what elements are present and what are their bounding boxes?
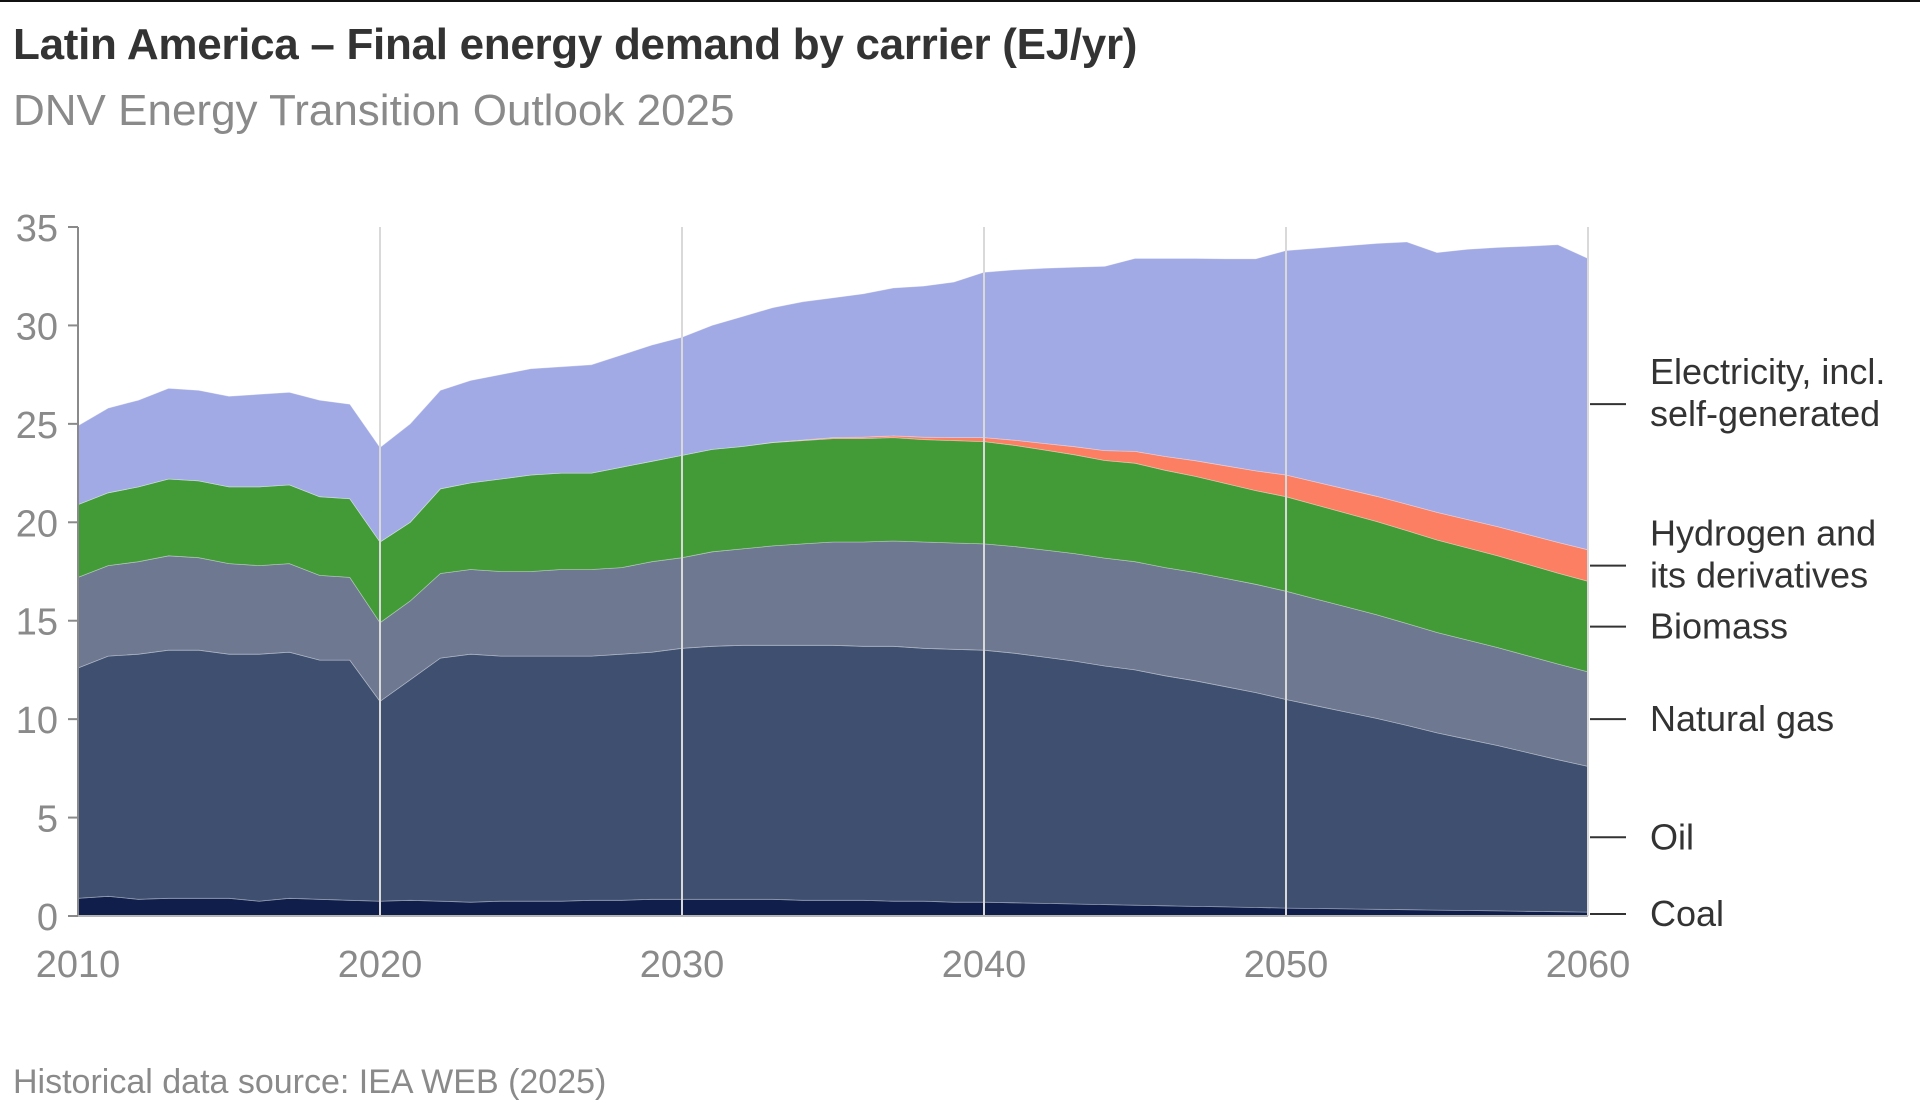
- legend-label: Biomass: [1650, 606, 1788, 647]
- legend-label: Coal: [1650, 893, 1724, 934]
- x-axis-ticks: 2010 2020 2030 2040 2050 2060: [36, 944, 1631, 986]
- legend-label: its derivatives: [1650, 555, 1868, 596]
- legend-label: self-generated: [1650, 393, 1880, 434]
- legend-item-electricity-incl-self-generated: Electricity, incl.self-generated: [1590, 351, 1885, 434]
- y-tick-label: 25: [16, 405, 58, 447]
- legend-item-oil: Oil: [1590, 816, 1694, 857]
- legend-item-biomass: Biomass: [1590, 606, 1788, 647]
- chart-title: Latin America – Final energy demand by c…: [13, 20, 1138, 69]
- x-tick-label: 2010: [36, 944, 121, 986]
- gridlines: [379, 227, 1589, 916]
- y-tick-label: 30: [16, 306, 58, 348]
- y-tick-label: 0: [37, 897, 58, 939]
- y-tick-label: 35: [16, 208, 58, 250]
- y-tick-label: 15: [16, 602, 58, 644]
- x-tick-label: 2050: [1244, 944, 1329, 986]
- source-note: Historical data source: IEA WEB (2025): [13, 1063, 607, 1101]
- x-tick-label: 2030: [640, 944, 725, 986]
- x-tick-label: 2040: [942, 944, 1027, 986]
- area-layers: [77, 241, 1589, 917]
- y-tick-label: 5: [37, 799, 58, 841]
- chart-subtitle: DNV Energy Transition Outlook 2025: [13, 86, 735, 135]
- y-tick-label: 20: [16, 503, 58, 545]
- legend-label: Electricity, incl.: [1650, 351, 1885, 392]
- legend-label: Oil: [1650, 816, 1694, 857]
- x-tick-label: 2020: [338, 944, 423, 986]
- legend-label: Hydrogen and: [1650, 513, 1876, 554]
- legend-label: Natural gas: [1650, 698, 1834, 739]
- legend-item-coal: Coal: [1590, 893, 1724, 934]
- legend: Coal Oil Natural gas Biomass Hydrogen andits…: [1590, 351, 1885, 934]
- legend-item-natural-gas: Natural gas: [1590, 698, 1834, 739]
- y-tick-label: 10: [16, 700, 58, 742]
- top-rule: [0, 0, 1920, 2]
- axes: [77, 227, 1588, 917]
- y-axis-ticks: 0 5 10 15 20 25 30 35: [16, 208, 78, 939]
- x-tick-label: 2060: [1546, 944, 1631, 986]
